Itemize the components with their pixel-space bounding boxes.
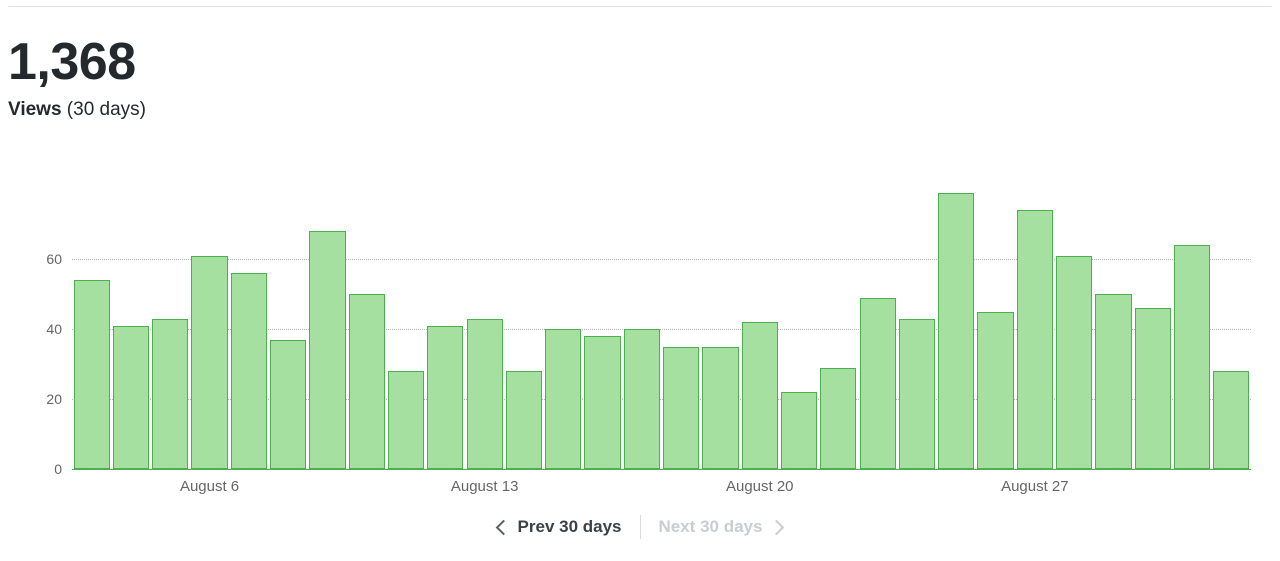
gridline-60 xyxy=(72,259,1251,260)
bar[interactable] xyxy=(191,255,228,469)
bar[interactable] xyxy=(1095,294,1132,469)
bar[interactable] xyxy=(545,329,582,469)
gridline-40 xyxy=(72,329,1251,330)
x-axis-label: August 27 xyxy=(1001,478,1069,495)
chevron-right-icon xyxy=(769,519,785,535)
y-axis-label-20: 20 xyxy=(46,391,62,407)
bar[interactable] xyxy=(152,318,189,469)
next-30-days-label: Next 30 days xyxy=(658,517,763,536)
stats-header: 1,368 Views (30 days) xyxy=(8,34,146,122)
prev-30-days-label: Prev 30 days xyxy=(517,517,622,536)
prev-30-days-button[interactable]: Prev 30 days xyxy=(484,515,636,539)
chart-bars xyxy=(72,189,1251,469)
bar[interactable] xyxy=(230,273,267,469)
bar[interactable] xyxy=(623,329,660,469)
bar[interactable] xyxy=(741,322,778,469)
bar[interactable] xyxy=(466,318,503,469)
chevron-left-icon xyxy=(495,519,511,535)
bar[interactable] xyxy=(859,297,896,469)
bar[interactable] xyxy=(1173,245,1211,469)
top-divider xyxy=(8,6,1272,7)
bar[interactable] xyxy=(309,231,346,469)
bar[interactable] xyxy=(348,294,385,469)
pagination-divider xyxy=(639,515,641,539)
y-axis-label-60: 60 xyxy=(46,251,62,267)
bar[interactable] xyxy=(780,392,818,469)
chart-x-axis-line xyxy=(72,469,1251,470)
x-axis-label: August 6 xyxy=(179,478,240,495)
bar[interactable] xyxy=(112,325,150,469)
bar[interactable] xyxy=(898,318,936,469)
bar[interactable] xyxy=(663,346,700,469)
pagination-controls: Prev 30 days Next 30 days xyxy=(0,515,1280,539)
bar[interactable] xyxy=(427,325,464,469)
gridline-20 xyxy=(72,399,1251,400)
views-count: 1,368 xyxy=(8,33,136,91)
y-axis-label-0: 0 xyxy=(54,461,62,477)
bar[interactable] xyxy=(1016,210,1053,469)
metric-label: Views xyxy=(8,99,62,120)
bar[interactable] xyxy=(977,311,1014,469)
y-axis-label-40: 40 xyxy=(46,321,62,337)
bar[interactable] xyxy=(1056,255,1093,469)
views-subtitle: Views (30 days) xyxy=(8,98,146,122)
bar[interactable] xyxy=(938,192,975,469)
x-axis-label: August 13 xyxy=(450,478,519,495)
bar[interactable] xyxy=(584,336,621,469)
bar[interactable] xyxy=(387,371,425,469)
bar[interactable] xyxy=(270,339,307,469)
bar[interactable] xyxy=(702,346,739,469)
bar[interactable] xyxy=(820,367,857,469)
bar[interactable] xyxy=(73,280,110,469)
x-axis-label: August 20 xyxy=(725,478,794,495)
bar[interactable] xyxy=(1213,371,1250,469)
bar[interactable] xyxy=(1134,308,1171,469)
period-label: (30 days) xyxy=(61,99,147,120)
chart-plot-area xyxy=(72,189,1251,469)
bar[interactable] xyxy=(505,371,543,469)
next-30-days-button[interactable]: Next 30 days xyxy=(645,515,797,539)
